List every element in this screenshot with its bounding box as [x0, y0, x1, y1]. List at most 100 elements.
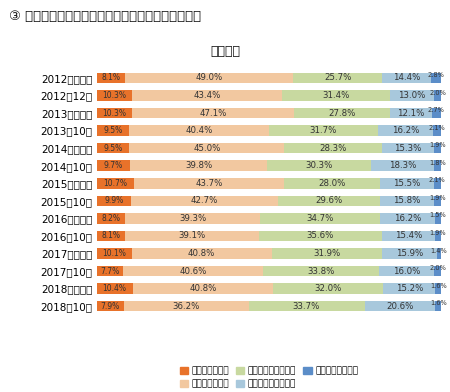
Text: 1.9%: 1.9%	[429, 142, 446, 148]
Bar	[132, 90, 282, 101]
Bar	[133, 283, 273, 294]
Bar	[269, 125, 378, 136]
Bar	[97, 248, 131, 259]
Bar	[383, 283, 436, 294]
Bar	[97, 283, 133, 294]
Bar	[259, 231, 382, 241]
Text: 15.8%: 15.8%	[393, 196, 421, 205]
Bar	[123, 266, 263, 276]
Text: 20.6%: 20.6%	[387, 302, 414, 311]
Bar	[125, 73, 293, 83]
Bar	[379, 266, 434, 276]
Bar	[432, 73, 441, 83]
Bar	[97, 90, 132, 101]
Text: 29.6%: 29.6%	[315, 196, 342, 205]
Text: 18.3%: 18.3%	[389, 161, 417, 170]
Bar	[378, 125, 433, 136]
Text: 43.7%: 43.7%	[195, 179, 222, 188]
Bar	[432, 108, 441, 118]
Text: 8.1%: 8.1%	[101, 73, 120, 82]
Bar	[97, 143, 130, 153]
Text: 49.0%: 49.0%	[195, 73, 223, 82]
Bar	[434, 90, 441, 101]
Bar	[248, 301, 365, 312]
Bar	[382, 231, 435, 241]
Text: ③ これから一年後は生活しやすくなっていると思う: ③ これから一年後は生活しやすくなっていると思う	[9, 10, 201, 23]
Bar	[380, 178, 434, 189]
Text: 28.3%: 28.3%	[320, 144, 347, 153]
Bar	[382, 248, 436, 259]
Bar	[390, 108, 432, 118]
Text: 47.1%: 47.1%	[200, 109, 227, 118]
Bar	[382, 73, 432, 83]
Text: 15.9%: 15.9%	[396, 249, 423, 258]
Bar	[130, 160, 267, 171]
Bar	[434, 196, 441, 206]
Text: 2.1%: 2.1%	[429, 125, 446, 131]
Bar	[434, 178, 441, 189]
Text: 43.4%: 43.4%	[193, 91, 220, 100]
Text: 40.4%: 40.4%	[185, 126, 213, 135]
Text: 10.1%: 10.1%	[102, 249, 126, 258]
Text: 45.0%: 45.0%	[193, 144, 220, 153]
Text: 15.3%: 15.3%	[395, 144, 422, 153]
Bar	[130, 125, 269, 136]
Bar	[97, 231, 125, 241]
Bar	[97, 125, 130, 136]
Text: 1.4%: 1.4%	[431, 248, 447, 254]
Bar	[97, 160, 130, 171]
Text: 15.4%: 15.4%	[395, 231, 422, 240]
Text: 9.5%: 9.5%	[104, 144, 123, 153]
Bar	[435, 231, 441, 241]
Bar	[278, 196, 380, 206]
Text: 1.9%: 1.9%	[430, 230, 446, 236]
Bar	[390, 90, 434, 101]
Bar	[436, 283, 441, 294]
Text: 27.8%: 27.8%	[328, 109, 356, 118]
Text: 9.5%: 9.5%	[104, 126, 123, 135]
Bar	[97, 301, 124, 312]
Text: 42.7%: 42.7%	[191, 196, 218, 205]
Bar	[364, 301, 436, 312]
Bar	[267, 160, 371, 171]
Text: 1.6%: 1.6%	[430, 283, 446, 289]
Bar	[433, 125, 441, 136]
Bar	[130, 143, 284, 153]
Text: 40.8%: 40.8%	[189, 284, 216, 293]
Bar	[380, 213, 436, 224]
Bar	[97, 73, 125, 83]
Text: 1.9%: 1.9%	[429, 195, 446, 201]
Legend: とてもそう思う, わりとそう思う, どちらともいえない, あまりそう思わない, 全くそう思わない: とてもそう思う, わりとそう思う, どちらともいえない, あまりそう思わない, …	[176, 363, 362, 392]
Text: 16.0%: 16.0%	[393, 267, 421, 276]
Bar	[97, 266, 123, 276]
Bar	[293, 73, 382, 83]
Bar	[131, 196, 278, 206]
Text: 31.7%: 31.7%	[310, 126, 337, 135]
Bar	[124, 301, 248, 312]
Text: 40.8%: 40.8%	[188, 249, 216, 258]
Bar	[273, 283, 383, 294]
Bar	[97, 108, 132, 118]
Text: 32.0%: 32.0%	[315, 284, 342, 293]
Text: 31.9%: 31.9%	[313, 249, 341, 258]
Bar	[97, 213, 125, 224]
Bar	[97, 178, 134, 189]
Text: 2.8%: 2.8%	[428, 72, 445, 78]
Text: 10.4%: 10.4%	[103, 284, 126, 293]
Text: 【全体】: 【全体】	[210, 45, 240, 58]
Text: 8.2%: 8.2%	[101, 214, 120, 223]
Text: 1.6%: 1.6%	[430, 300, 446, 306]
Bar	[436, 301, 441, 312]
Bar	[282, 90, 390, 101]
Text: 31.4%: 31.4%	[322, 91, 349, 100]
Text: 36.2%: 36.2%	[172, 302, 200, 311]
Text: 30.3%: 30.3%	[306, 161, 333, 170]
Text: 7.9%: 7.9%	[101, 302, 120, 311]
Bar	[436, 248, 441, 259]
Text: 33.7%: 33.7%	[293, 302, 320, 311]
Text: 15.2%: 15.2%	[396, 284, 423, 293]
Bar	[125, 231, 259, 241]
Bar	[134, 178, 284, 189]
Text: 9.7%: 9.7%	[104, 161, 123, 170]
Bar	[434, 160, 441, 171]
